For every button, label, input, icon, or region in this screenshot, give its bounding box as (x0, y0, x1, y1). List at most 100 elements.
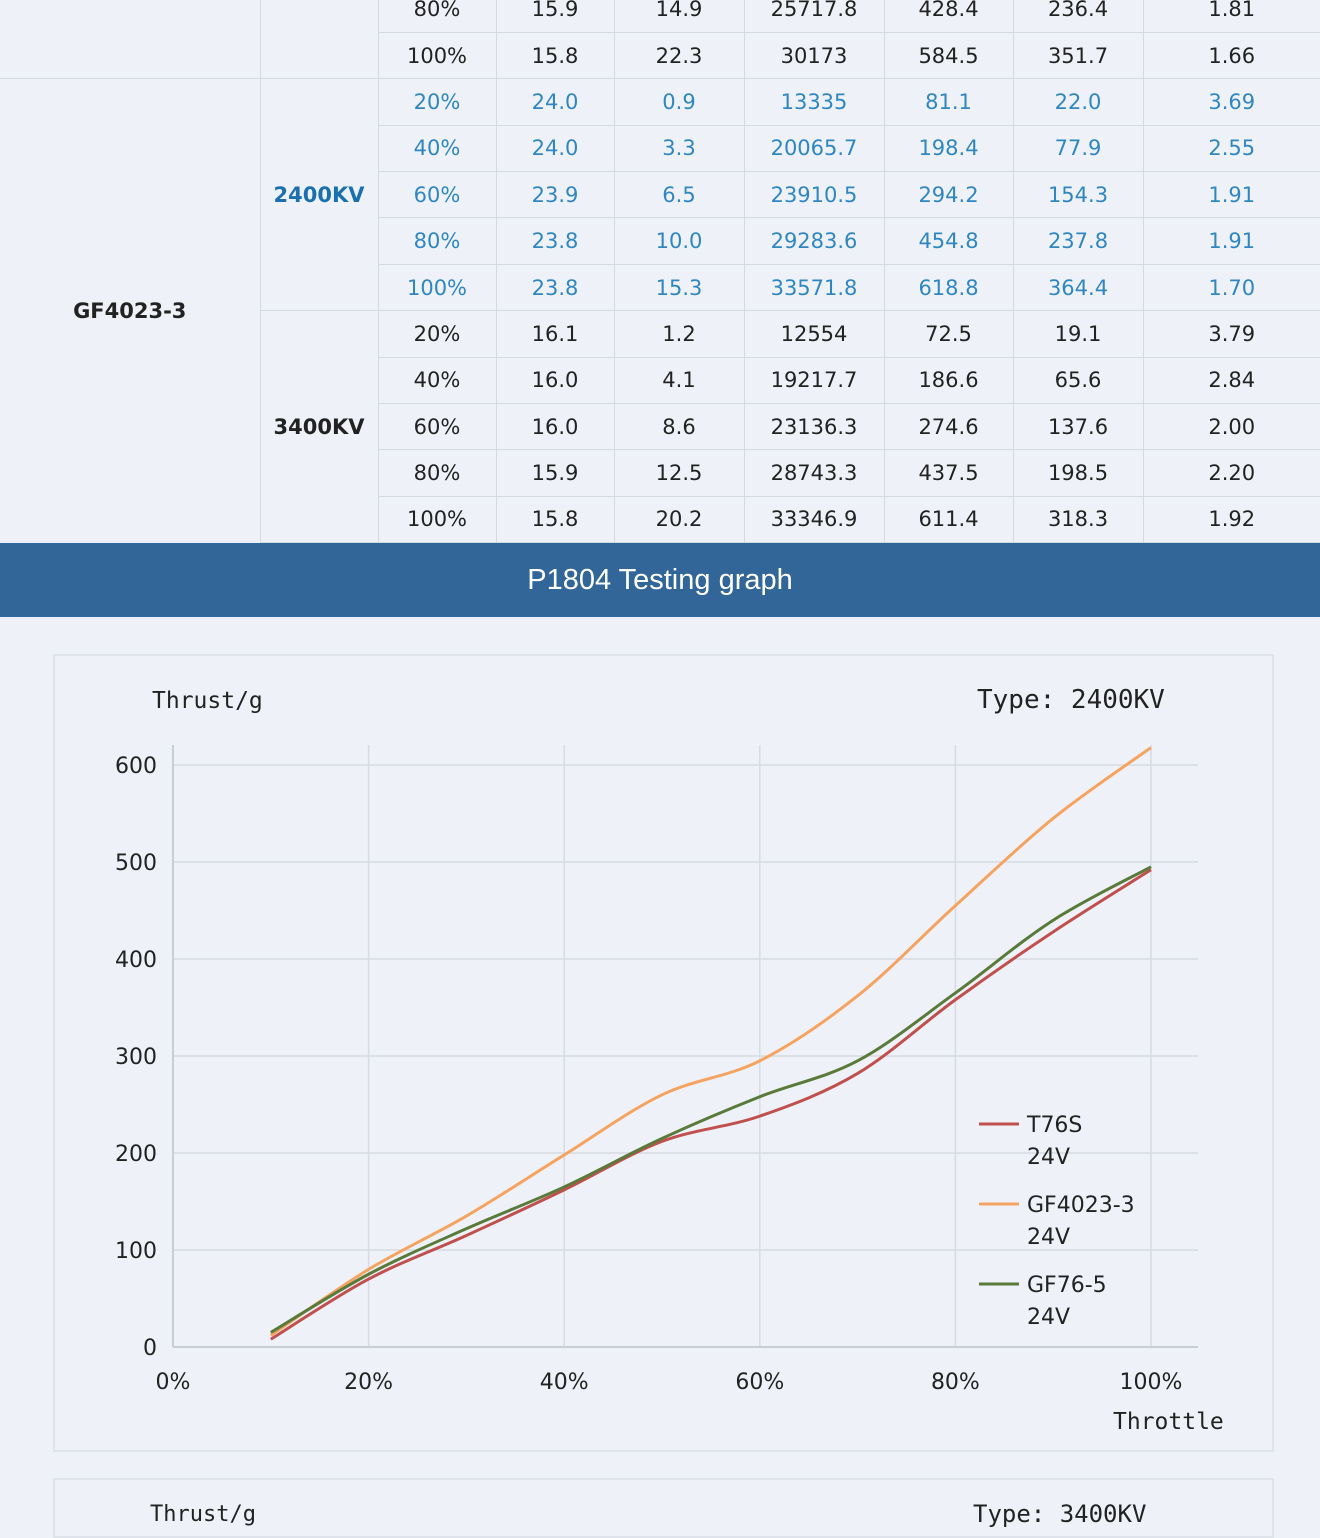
cell-efficiency: 3.79 (1143, 310, 1320, 358)
cell-power: 65.6 (1013, 357, 1144, 405)
performance-table: 80% 15.9 14.9 25717.8 428.4 236.4 1.81 100% 15.8… (0, 0, 1320, 544)
cell-rpm: 30173 (744, 32, 885, 80)
x-axis-label: Throttle (1113, 1409, 1224, 1435)
cell-power: 137.6 (1013, 403, 1144, 451)
cell-rpm: 13335 (744, 78, 885, 126)
x-tick-label: 60% (735, 1370, 784, 1395)
cell-current: 8.6 (614, 403, 745, 451)
cell-voltage: 23.8 (496, 264, 615, 312)
cell-throttle: 40% (378, 125, 497, 173)
cell-thrust: 618.8 (884, 264, 1014, 312)
table-row: 100% 23.8 15.3 33571.8 618.8 364.4 1.70 (0, 264, 1320, 312)
cell-current: 3.3 (614, 125, 745, 173)
cell-throttle: 100% (378, 264, 497, 312)
banner-title: P1804 Testing graph (527, 563, 793, 596)
cell-efficiency: 2.00 (1143, 403, 1320, 451)
table-row: 80% 15.9 12.5 28743.3 437.5 198.5 2.20 (0, 449, 1320, 497)
cell-throttle: 80% (378, 449, 497, 497)
cell-voltage: 16.0 (496, 403, 615, 451)
chart-type-label: Type: 2400KV (977, 685, 1165, 715)
cell-current: 12.5 (614, 449, 745, 497)
thrust-chart-panel-2: Thrust/g Type: 3400KV (53, 1478, 1274, 1538)
cell-power: 364.4 (1013, 264, 1144, 312)
cell-voltage: 23.9 (496, 171, 615, 219)
cell-throttle: 20% (378, 310, 497, 358)
cell-efficiency: 2.55 (1143, 125, 1320, 173)
cell-voltage: 16.0 (496, 357, 615, 405)
cell-current: 20.2 (614, 496, 745, 544)
y-tick-label: 300 (115, 1045, 157, 1070)
cell-thrust: 584.5 (884, 32, 1014, 80)
cell-voltage: 24.0 (496, 125, 615, 173)
cell-current: 1.2 (614, 310, 745, 358)
model-cell: GF4023-3 (0, 78, 261, 543)
cell-rpm: 28743.3 (744, 449, 885, 497)
cell-throttle: 20% (378, 78, 497, 126)
cell-voltage: 23.8 (496, 217, 615, 265)
cell-throttle: 60% (378, 403, 497, 451)
legend-sublabel: 24V (1027, 1225, 1070, 1250)
cell-throttle: 80% (378, 0, 497, 33)
y-tick-label: 0 (143, 1336, 157, 1361)
y-tick-label: 500 (115, 851, 157, 876)
series-line-gf4023-3 (269, 746, 1152, 1337)
cell-efficiency: 1.70 (1143, 264, 1320, 312)
x-tick-label: 80% (931, 1370, 980, 1395)
cell-thrust: 437.5 (884, 449, 1014, 497)
section-banner: P1804 Testing graph (0, 543, 1320, 617)
cell-current: 22.3 (614, 32, 745, 80)
cell-voltage: 24.0 (496, 78, 615, 126)
cell-thrust: 274.6 (884, 403, 1014, 451)
table-row: 60% 16.0 8.6 23136.3 274.6 137.6 2.00 (0, 403, 1320, 451)
legend-sublabel: 24V (1027, 1305, 1070, 1330)
cell-rpm: 33346.9 (744, 496, 885, 544)
table-row: 3400KV 20% 16.1 1.2 12554 72.5 19.1 3.79 (0, 310, 1320, 544)
cell-power: 351.7 (1013, 32, 1144, 80)
y-tick-label: 400 (115, 948, 157, 973)
cell-rpm: 20065.7 (744, 125, 885, 173)
table-row: 100% 15.8 22.3 30173 584.5 351.7 1.66 (0, 32, 1320, 80)
y-axis-label: Thrust/g (152, 688, 263, 714)
cell-current: 0.9 (614, 78, 745, 126)
cell-thrust: 186.6 (884, 357, 1014, 405)
table-row: 40% 24.0 3.3 20065.7 198.4 77.9 2.55 (0, 125, 1320, 173)
cell-efficiency: 1.66 (1143, 32, 1320, 80)
cell-efficiency: 2.20 (1143, 449, 1320, 497)
x-tick-label: 0% (156, 1370, 191, 1395)
cell-thrust: 198.4 (884, 125, 1014, 173)
x-tick-label: 40% (540, 1370, 589, 1395)
cell-current: 4.1 (614, 357, 745, 405)
model-cell-prev (0, 0, 261, 80)
cell-power: 198.5 (1013, 449, 1144, 497)
series-line-gf76-5 (270, 865, 1152, 1334)
cell-current: 14.9 (614, 0, 745, 33)
cell-power: 19.1 (1013, 310, 1144, 358)
kv-cell-prev (260, 0, 379, 80)
kv-cell-2400: 2400KV (260, 78, 379, 312)
thrust-chart: 0 100 200 300 400 500 600 0% 20% 40% 60% 80% 100% Thr… (115, 685, 1224, 1435)
series-line-t76s (270, 868, 1152, 1341)
cell-efficiency: 2.84 (1143, 357, 1320, 405)
cell-thrust: 294.2 (884, 171, 1014, 219)
cell-throttle: 100% (378, 496, 497, 544)
y-tick-label: 100 (115, 1239, 157, 1264)
cell-power: 22.0 (1013, 78, 1144, 126)
legend-label: GF4023-3 (1027, 1193, 1135, 1218)
cell-efficiency: 1.91 (1143, 171, 1320, 219)
cell-power: 237.8 (1013, 217, 1144, 265)
cell-thrust: 428.4 (884, 0, 1014, 33)
legend-label: T76S (1026, 1113, 1082, 1138)
cell-rpm: 23136.3 (744, 403, 885, 451)
x-tick-label: 20% (344, 1370, 393, 1395)
table-row: 40% 16.0 4.1 19217.7 186.6 65.6 2.84 (0, 357, 1320, 405)
cell-rpm: 29283.6 (744, 217, 885, 265)
table-row: GF4023-3 2400KV 20% 24.0 0.9 13335 81.1 22.0 3.6… (0, 78, 1320, 543)
cell-thrust: 454.8 (884, 217, 1014, 265)
cell-efficiency: 1.92 (1143, 496, 1320, 544)
cell-current: 15.3 (614, 264, 745, 312)
cell-throttle: 80% (378, 217, 497, 265)
table-row: 80% 15.9 14.9 25717.8 428.4 236.4 1.81 (0, 0, 1320, 80)
cell-thrust: 81.1 (884, 78, 1014, 126)
cell-rpm: 19217.7 (744, 357, 885, 405)
cell-voltage: 15.9 (496, 449, 615, 497)
